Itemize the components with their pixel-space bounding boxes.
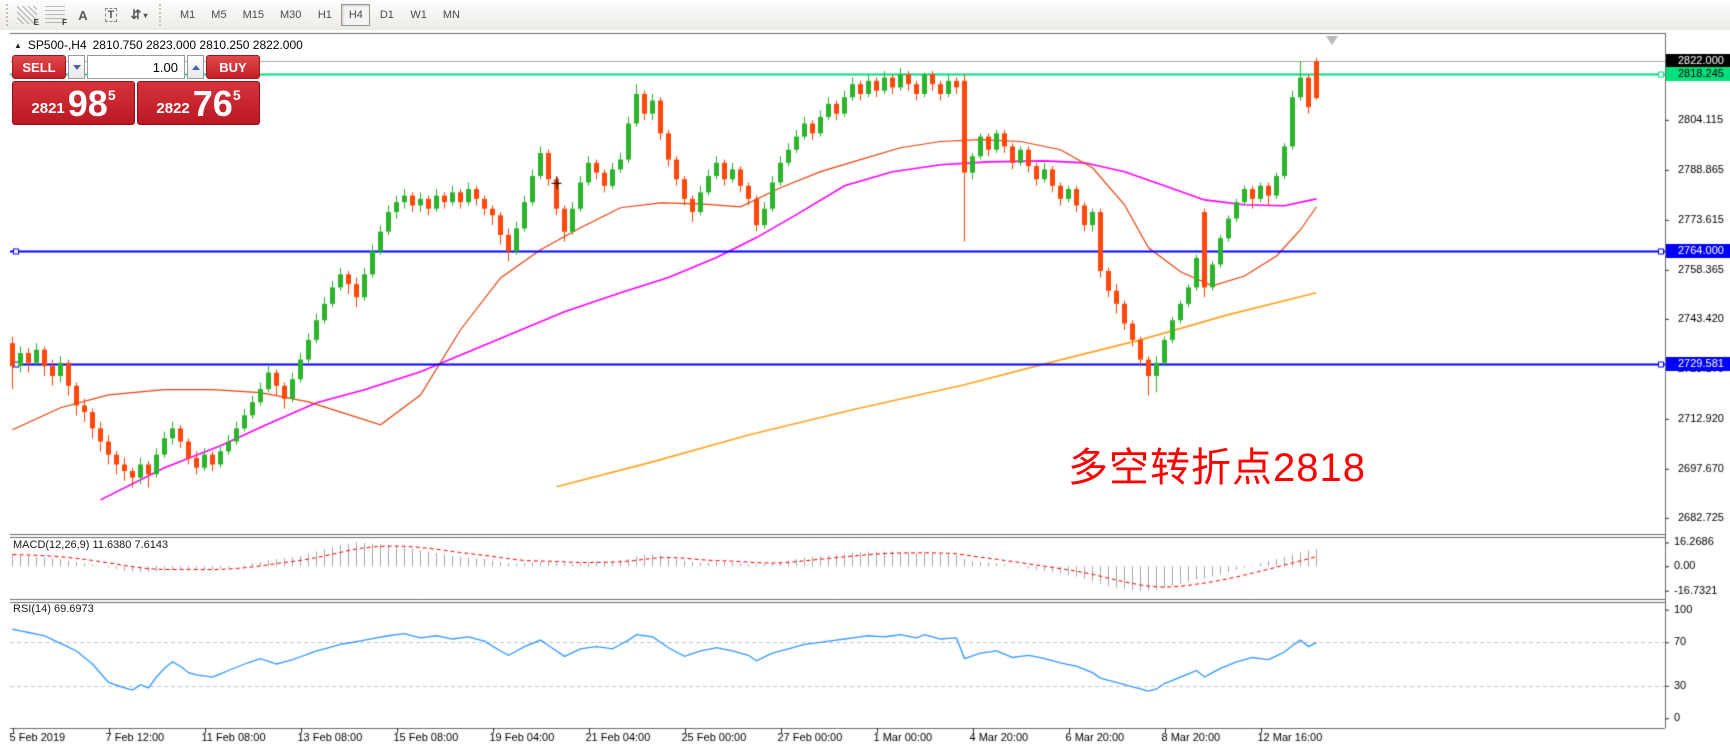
buy-price-big: 76 — [192, 83, 233, 124]
buy-button[interactable]: BUY — [206, 55, 260, 79]
timeframe-mn[interactable]: MN — [436, 4, 467, 26]
timeframe-d1[interactable]: D1 — [372, 4, 401, 26]
fibonacci-tool-icon[interactable]: F — [42, 3, 68, 27]
timeframe-m5[interactable]: M5 — [204, 4, 233, 26]
sell-price-sup: 5 — [107, 87, 116, 103]
arrow-down-icon — [72, 64, 81, 70]
chart-header: ▲ SP500-,H4 2810.750 2823.000 2810.250 2… — [14, 38, 303, 52]
toolbar-grip[interactable] — [156, 4, 163, 26]
toolbar-grip[interactable] — [3, 4, 10, 26]
one-click-trade-panel: SELL BUY 2821 98 5 2822 76 5 — [12, 55, 260, 125]
volume-input[interactable] — [87, 55, 185, 79]
ohlc-values: 2810.750 2823.000 2810.250 2822.000 — [92, 38, 303, 52]
buy-quote-button[interactable]: 2822 76 5 — [137, 81, 260, 125]
volume-decrease-button[interactable] — [68, 55, 85, 79]
symbol-title: SP500-,H4 — [27, 38, 87, 52]
timeframe-w1[interactable]: W1 — [403, 4, 434, 26]
toolbar: E F A T ⇵ ▾ M1 M5 M15 M30 H1 H4 D1 W1 MN — [0, 0, 1730, 31]
arrow-up-icon — [191, 64, 200, 70]
rsi-label: RSI(14) 69.6973 — [13, 603, 94, 615]
sell-price-big: 98 — [67, 83, 108, 124]
buy-price-prefix: 2822 — [156, 100, 190, 117]
timeframe-group: M1 M5 M15 M30 H1 H4 D1 W1 MN — [172, 4, 468, 26]
sell-quote-button[interactable]: 2821 98 5 — [12, 81, 135, 125]
volume-increase-button[interactable] — [187, 55, 204, 79]
timeframe-h4[interactable]: H4 — [341, 4, 371, 26]
buy-price-sup: 5 — [232, 87, 241, 103]
text-label-tool-icon[interactable]: T — [98, 3, 124, 27]
macd-label: MACD(12,26,9) 11.6380 7.6143 — [13, 539, 169, 551]
text-tool-icon[interactable]: A — [78, 7, 88, 23]
equidistant-channel-tool-icon[interactable]: E — [14, 3, 40, 27]
timeframe-m15[interactable]: M15 — [236, 4, 271, 26]
timeframe-m30[interactable]: M30 — [273, 4, 308, 26]
expand-triangle-icon[interactable]: ▲ — [14, 40, 22, 50]
timeframe-m1[interactable]: M1 — [173, 4, 202, 26]
timeframe-h1[interactable]: H1 — [310, 4, 339, 26]
chevron-down-icon: ▾ — [143, 10, 148, 20]
chart-canvas[interactable] — [0, 30, 1730, 755]
arrow-objects-tool-icon[interactable]: ⇵ ▾ — [130, 7, 148, 22]
sell-button[interactable]: SELL — [12, 55, 66, 79]
chart-text-annotation: 多空转折点2818 — [1068, 446, 1366, 490]
sell-price-prefix: 2821 — [31, 100, 65, 117]
